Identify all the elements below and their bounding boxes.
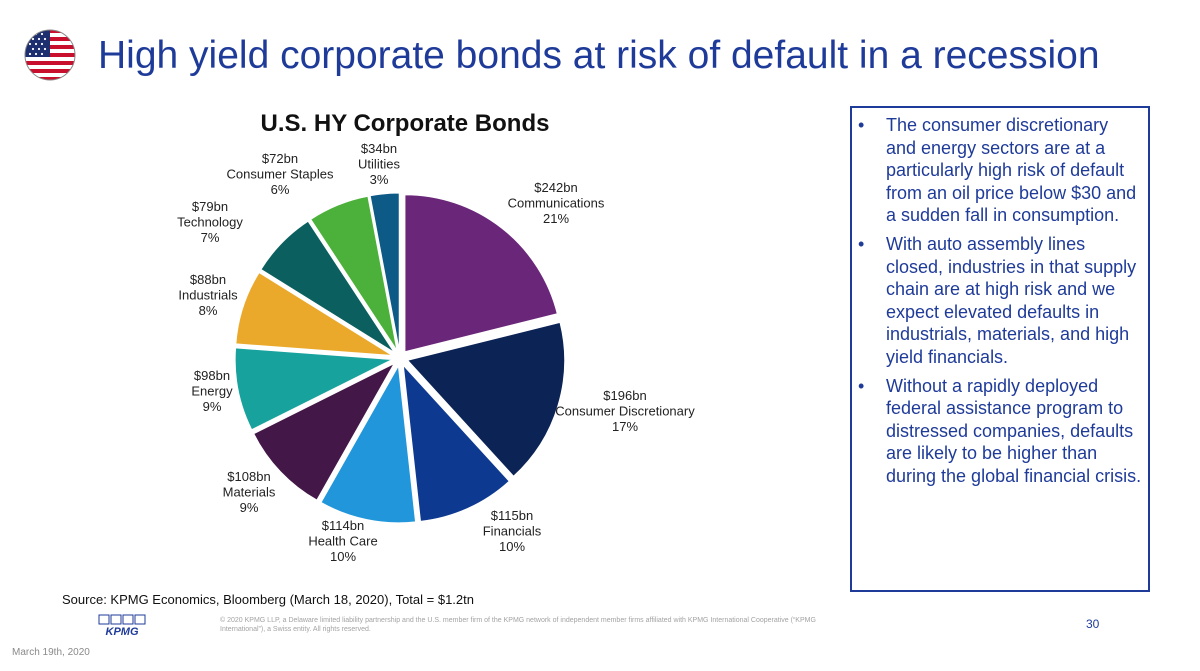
- bullet-marker: •: [858, 375, 865, 396]
- pie-chart: $242bn Communications 21% $196bn Consumer Di…: [177, 141, 695, 564]
- page-title: High yield corporate bonds at risk of de…: [98, 34, 1100, 77]
- pie-slice-utilities: [369, 192, 400, 351]
- pie-slice-materials: [253, 362, 396, 501]
- slice-label-utilities: $34bn Utilities 3%: [358, 141, 400, 187]
- slice-label-materials: $108bn Materials 9%: [223, 469, 276, 515]
- footer-date: March 19th, 2020: [12, 647, 90, 658]
- slice-label-financials: $115bn Financials 10%: [483, 508, 542, 554]
- bullet-marker: •: [858, 233, 865, 254]
- commentary-list: • The consumer discretionary and energy …: [856, 114, 1142, 488]
- us-flag-icon: [24, 29, 76, 81]
- bullet-item: • With auto assembly lines closed, indus…: [856, 233, 1142, 369]
- bullet-item: • The consumer discretionary and energy …: [856, 114, 1142, 227]
- bullet-item: • Without a rapidly deployed federal ass…: [856, 375, 1142, 488]
- slice-label-technology: $79bn Technology 7%: [177, 199, 243, 245]
- bullet-text: The consumer discretionary and energy se…: [886, 115, 1137, 226]
- pie-slice-consumer-discretionary: [406, 321, 566, 477]
- pie-slice-financials: [402, 363, 510, 522]
- bullet-text: Without a rapidly deployed federal assis…: [886, 375, 1142, 486]
- legal-disclaimer: © 2020 KPMG LLP, a Delaware limited liab…: [220, 617, 816, 633]
- kpmg-logo-text: KPMG: [106, 626, 139, 636]
- slice-label-health-care: $114bn Health Care 10%: [308, 518, 377, 564]
- chart-title: U.S. HY Corporate Bonds: [260, 110, 550, 137]
- pie-slice-industrials: [235, 271, 393, 357]
- source-note: Source: KPMG Economics, Bloomberg (March…: [62, 592, 474, 607]
- slice-label-industrials: $88bn Industrials 8%: [178, 272, 238, 318]
- pie-slice-health-care: [320, 364, 417, 524]
- slice-label-consumer-staples: $72bn Consumer Staples 6%: [227, 151, 334, 197]
- pie-slice-technology: [260, 220, 395, 353]
- kpmg-logo: KPMG: [98, 614, 146, 636]
- bullet-marker: •: [858, 115, 865, 135]
- bullet-text: With auto assembly lines closed, industr…: [886, 233, 1137, 367]
- slice-label-consumer-discretionary: $196bn Consumer Discretionary 17%: [555, 388, 695, 434]
- pie-slice-communications: [404, 194, 558, 353]
- page-number: 30: [1086, 617, 1100, 631]
- slice-label-communications: $242bn Communications 21%: [508, 180, 605, 226]
- pie-slice-consumer-staples: [310, 195, 398, 351]
- slice-label-energy: $98bn Energy 9%: [191, 368, 233, 414]
- commentary-box: • The consumer discretionary and energy …: [850, 106, 1150, 592]
- pie-slice-energy: [234, 347, 394, 431]
